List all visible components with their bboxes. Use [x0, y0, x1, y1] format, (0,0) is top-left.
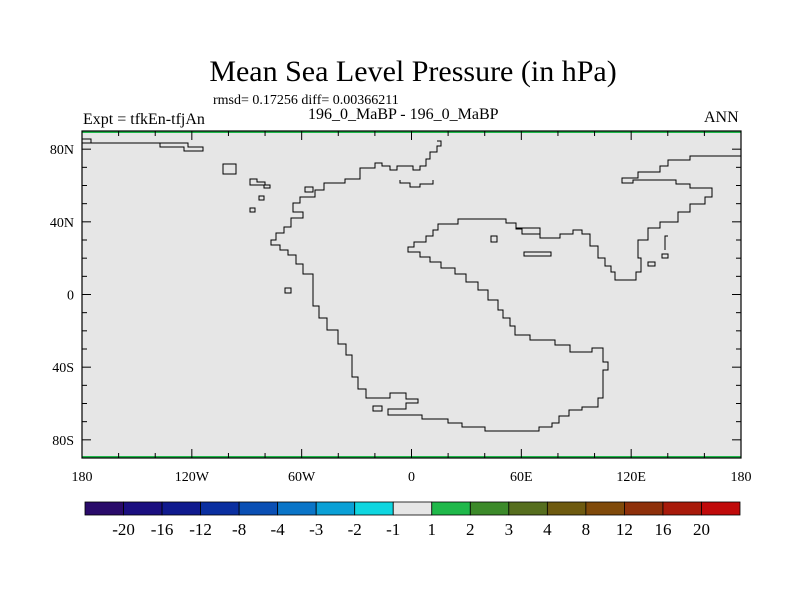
y-tick-label: 80S	[52, 434, 74, 449]
x-tick-label: 60W	[288, 470, 316, 485]
x-tick-label: 180	[731, 470, 752, 485]
coastline-segment	[372, 405, 383, 412]
colorbar-swatch	[161, 501, 201, 516]
colorbar-swatch	[624, 501, 664, 516]
period-label: 196_0_MaBP - 196_0_MaBP	[308, 106, 499, 123]
coastline-segment	[284, 287, 292, 294]
colorbar-swatch	[84, 501, 124, 516]
colorbar-label: -12	[189, 520, 212, 539]
coastline-segment	[490, 235, 498, 243]
x-tick-label: 0	[408, 470, 415, 485]
colorbar: -20 -16 -12 -8 -4 -3 -2 -1 1 2 3 4 8 12 16 20	[84, 501, 741, 539]
x-tick-label: 60E	[510, 470, 533, 485]
colorbar-label: 1	[428, 520, 437, 539]
y-tick-label: 40S	[52, 361, 74, 376]
y-tick-label: 80N	[50, 143, 74, 158]
axis-ticks: 180 120W 60W 0 60E 120E 180 80N 40N 0 40S 80S	[50, 130, 752, 485]
colorbar-swatch	[662, 501, 702, 516]
y-tick-label: 0	[67, 289, 74, 304]
colorbar-swatch	[392, 501, 433, 516]
season-label: ANN	[704, 109, 739, 126]
x-tick-label: 120W	[175, 470, 210, 485]
x-tick-label: 120E	[616, 470, 646, 485]
colorbar-label: -20	[112, 520, 135, 539]
rmsd-diff-stats: rmsd= 0.17256 diff= 0.00366211	[213, 93, 399, 108]
experiment-label: Expt = tfkEn-tfjAn	[83, 111, 205, 128]
coastline-segment	[222, 163, 237, 175]
colorbar-label: -8	[232, 520, 246, 539]
x-tick-label: 180	[72, 470, 93, 485]
colorbar-label: 3	[505, 520, 514, 539]
coastline-segment	[516, 227, 541, 234]
coastline-segment	[304, 186, 314, 193]
colorbar-swatch	[508, 501, 548, 516]
coastline-segment	[82, 138, 204, 152]
colorbar-swatch	[200, 501, 240, 516]
colorbar-label: 8	[582, 520, 591, 539]
coastlines	[82, 138, 741, 432]
colorbar-swatch	[354, 501, 394, 516]
coastline-segment	[249, 178, 271, 189]
colorbar-swatch	[585, 501, 625, 516]
colorbar-swatch	[277, 501, 317, 516]
colorbar-swatch	[469, 501, 510, 516]
chart-title: Mean Sea Level Pressure (in hPa)	[209, 55, 617, 88]
coastline-segment	[270, 140, 741, 432]
colorbar-label: -4	[271, 520, 286, 539]
colorbar-label: 20	[693, 520, 710, 539]
coastline-segment	[249, 207, 256, 213]
colorbar-label: 4	[543, 520, 552, 539]
colorbar-label: 16	[654, 520, 671, 539]
coastline-segment	[399, 180, 434, 188]
colorbar-label: -1	[386, 520, 400, 539]
y-tick-label: 40N	[50, 216, 74, 231]
colorbar-swatch	[315, 501, 356, 516]
coastline-segment	[647, 261, 656, 267]
colorbar-swatch	[123, 501, 163, 516]
colorbar-label: -16	[151, 520, 174, 539]
colorbar-label: 2	[466, 520, 475, 539]
coastline-segment	[258, 195, 265, 201]
colorbar-swatch	[701, 501, 741, 516]
coastline-segment	[661, 253, 669, 259]
colorbar-label: 12	[616, 520, 633, 539]
colorbar-label: -2	[348, 520, 362, 539]
colorbar-label: -3	[309, 520, 323, 539]
colorbar-swatch	[546, 501, 587, 516]
coastline-segment	[664, 235, 668, 250]
coastline-segment	[523, 251, 552, 257]
colorbar-swatch	[431, 501, 471, 516]
colorbar-swatch	[238, 501, 279, 516]
